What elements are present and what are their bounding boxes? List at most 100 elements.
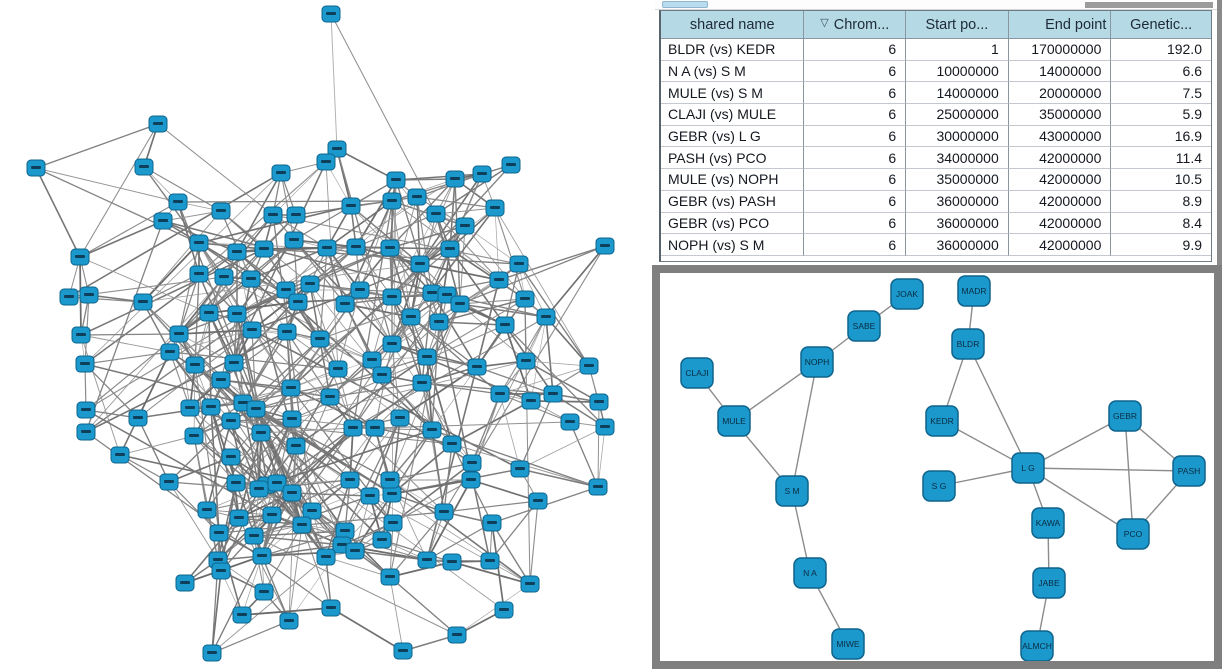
- graph-node[interactable]: [372, 531, 392, 549]
- graph-node[interactable]: [335, 295, 355, 313]
- graph-node[interactable]: [211, 371, 231, 389]
- graph-node[interactable]: [501, 156, 521, 174]
- graph-node[interactable]: [184, 427, 204, 445]
- graph-node[interactable]: [227, 243, 247, 261]
- graph-node[interactable]: [321, 599, 341, 617]
- filter-icon[interactable]: ▽: [820, 17, 829, 29]
- column-header-shared-name[interactable]: shared name: [661, 11, 805, 39]
- graph-node[interactable]: [455, 217, 475, 235]
- graph-node[interactable]: [79, 286, 99, 304]
- graph-node[interactable]: [365, 419, 385, 437]
- graph-node-kawa[interactable]: KAWA: [1031, 507, 1065, 539]
- table-row[interactable]: MULE (vs) S M 6 14000000 20000000 7.5: [661, 82, 1211, 105]
- graph-node[interactable]: [528, 492, 548, 510]
- graph-node[interactable]: [579, 357, 599, 375]
- graph-node[interactable]: [328, 360, 348, 378]
- graph-node-miwe[interactable]: MIWE: [831, 628, 865, 660]
- graph-node[interactable]: [110, 446, 130, 464]
- graph-node[interactable]: [310, 330, 330, 348]
- graph-node[interactable]: [382, 335, 402, 353]
- graph-node[interactable]: [189, 234, 209, 252]
- column-header-chrom---[interactable]: ▽ Chrom...: [804, 11, 907, 39]
- graph-node-almch[interactable]: ALMCH: [1020, 630, 1054, 661]
- graph-node[interactable]: [380, 239, 400, 257]
- graph-node-pash[interactable]: PASH: [1172, 455, 1206, 487]
- graph-node[interactable]: [209, 524, 229, 542]
- graph-node-s-g[interactable]: S G: [922, 470, 956, 502]
- graph-node[interactable]: [227, 305, 247, 323]
- graph-node[interactable]: [202, 644, 222, 662]
- graph-node[interactable]: [292, 516, 312, 534]
- graph-node[interactable]: [316, 153, 336, 171]
- graph-node[interactable]: [300, 275, 320, 293]
- graph-node[interactable]: [175, 574, 195, 592]
- graph-node[interactable]: [70, 248, 90, 266]
- graph-node[interactable]: [160, 343, 180, 361]
- graph-node[interactable]: [495, 316, 515, 334]
- graph-node[interactable]: [242, 321, 262, 339]
- graph-node[interactable]: [159, 473, 179, 491]
- graph-node[interactable]: [485, 199, 505, 217]
- table-row[interactable]: PASH (vs) PCO 6 34000000 42000000 11.4: [661, 147, 1211, 170]
- graph-node[interactable]: [589, 393, 609, 411]
- graph-node[interactable]: [59, 288, 79, 306]
- graph-node[interactable]: [180, 399, 200, 417]
- graph-node[interactable]: [382, 288, 402, 306]
- graph-node[interactable]: [383, 514, 403, 532]
- graph-node[interactable]: [489, 271, 509, 289]
- graph-node[interactable]: [543, 385, 563, 403]
- graph-node[interactable]: [267, 474, 287, 492]
- graph-node[interactable]: [412, 374, 432, 392]
- graph-node[interactable]: [277, 323, 297, 341]
- graph-node[interactable]: [254, 583, 274, 601]
- graph-node[interactable]: [262, 506, 282, 524]
- graph-node[interactable]: [246, 400, 266, 418]
- graph-node[interactable]: [362, 351, 382, 369]
- graph-node[interactable]: [401, 308, 421, 326]
- graph-node-gebr[interactable]: GEBR: [1108, 400, 1142, 432]
- graph-node[interactable]: [214, 268, 234, 286]
- graph-node[interactable]: [316, 548, 336, 566]
- graph-node[interactable]: [440, 240, 460, 258]
- graph-node[interactable]: [516, 352, 536, 370]
- graph-node[interactable]: [380, 471, 400, 489]
- graph-node[interactable]: [372, 366, 392, 384]
- graph-node[interactable]: [197, 501, 217, 519]
- graph-node[interactable]: [133, 293, 153, 311]
- graph-node[interactable]: [410, 255, 430, 273]
- graph-node[interactable]: [343, 419, 363, 437]
- graph-node[interactable]: [148, 115, 168, 133]
- graph-node[interactable]: [282, 410, 302, 428]
- graph-node[interactable]: [393, 642, 413, 660]
- table-horizontal-scrollbar[interactable]: [655, 0, 1222, 10]
- overview-network-canvas[interactable]: [0, 0, 655, 669]
- graph-node-sabe[interactable]: SABE: [847, 310, 881, 342]
- graph-node[interactable]: [462, 454, 482, 472]
- graph-node[interactable]: [426, 205, 446, 223]
- graph-node[interactable]: [382, 485, 402, 503]
- graph-node[interactable]: [360, 487, 380, 505]
- graph-node-jabe[interactable]: JABE: [1032, 567, 1066, 599]
- graph-node[interactable]: [263, 206, 283, 224]
- graph-node[interactable]: [321, 5, 341, 23]
- graph-node[interactable]: [244, 527, 264, 545]
- graph-node[interactable]: [382, 192, 402, 210]
- graph-node[interactable]: [169, 325, 189, 343]
- graph-node[interactable]: [284, 231, 304, 249]
- graph-node[interactable]: [445, 170, 465, 188]
- table-row[interactable]: BLDR (vs) KEDR 6 1 170000000 192.0: [661, 39, 1211, 61]
- graph-node[interactable]: [520, 575, 540, 593]
- graph-node[interactable]: [467, 358, 487, 376]
- graph-node[interactable]: [201, 398, 221, 416]
- graph-node[interactable]: [434, 503, 454, 521]
- graph-node[interactable]: [221, 448, 241, 466]
- graph-node-s-m[interactable]: S M: [775, 475, 809, 507]
- graph-node[interactable]: [390, 409, 410, 427]
- graph-node[interactable]: [226, 474, 246, 492]
- graph-node[interactable]: [249, 480, 269, 498]
- graph-node[interactable]: [417, 348, 437, 366]
- graph-node-l-g[interactable]: L G: [1011, 452, 1045, 484]
- graph-node[interactable]: [472, 165, 492, 183]
- graph-node[interactable]: [422, 421, 442, 439]
- graph-node-claji[interactable]: CLAJI: [680, 357, 714, 389]
